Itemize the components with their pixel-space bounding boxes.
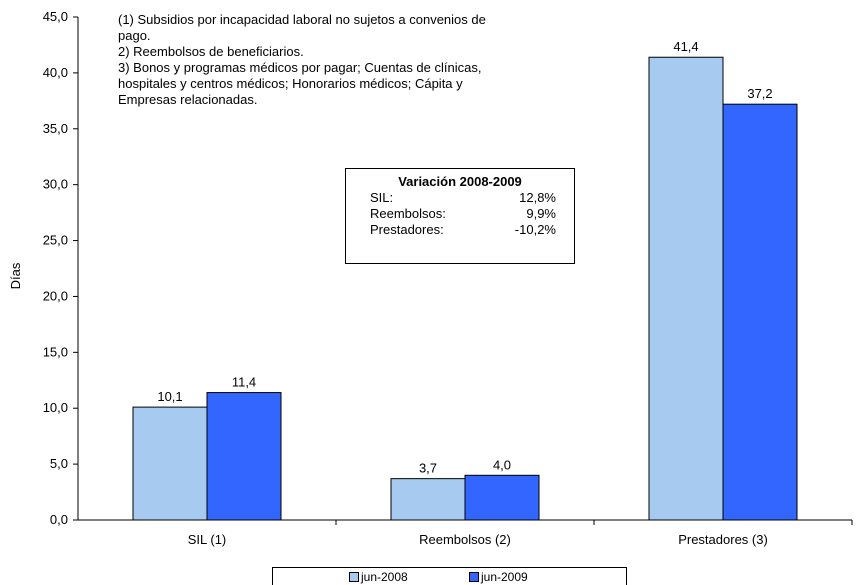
variation-value: 12,8% [519, 190, 556, 205]
legend-item-2008: jun-2008 [349, 570, 408, 584]
variation-row-prestadores: Prestadores: -10,2% [346, 222, 574, 238]
data-label: 41,4 [673, 39, 698, 54]
legend-label: jun-2008 [361, 570, 408, 584]
variation-value: -10,2% [514, 222, 556, 237]
data-label: 3,7 [419, 461, 437, 476]
variation-title: Variación 2008-2009 [398, 174, 522, 189]
y-tick-label: 20,0 [43, 288, 68, 303]
footnote-2: 2) Reembolsos de beneficiarios. [118, 44, 304, 59]
legend-item-2009: jun-2009 [469, 570, 528, 584]
variation-value: 9,9% [526, 206, 556, 221]
data-label: 10,1 [157, 389, 182, 404]
y-tick-label: 35,0 [43, 121, 68, 136]
legend: jun-2008 jun-2009 [272, 567, 627, 585]
y-tick-label: 10,0 [43, 400, 68, 415]
footnote-1: (1) Subsidios por incapacidad laboral no… [118, 12, 486, 43]
variation-label: SIL: [370, 190, 394, 205]
variation-box: Variación 2008-2009 SIL: 12,8% Reembolso… [345, 168, 575, 264]
bar-jun-2009 [722, 103, 798, 521]
data-label: 4,0 [493, 457, 511, 472]
y-tick-label: 45,0 [43, 9, 68, 24]
legend-swatch [349, 572, 359, 582]
y-tick-label: 40,0 [43, 65, 68, 80]
y-tick-label: 5,0 [50, 456, 68, 471]
bar-jun-2008 [648, 56, 724, 521]
variation-row-reembolsos: Reembolsos: 9,9% [346, 206, 574, 222]
variation-label: Reembolsos: [370, 206, 446, 221]
variation-row-sil: SIL: 12,8% [346, 190, 574, 206]
bar-jun-2009 [464, 474, 540, 521]
bar-jun-2008 [390, 478, 466, 521]
legend-label: jun-2009 [481, 570, 528, 584]
y-tick-label: 15,0 [43, 344, 68, 359]
variation-label: Prestadores: [370, 222, 444, 237]
x-tick-label: Prestadores (3) [678, 532, 768, 547]
data-label: 37,2 [747, 86, 772, 101]
footnote-3: 3) Bonos y programas médicos por pagar; … [118, 60, 482, 107]
x-tick-label: Reembolsos (2) [419, 532, 511, 547]
data-label: 11,4 [232, 375, 256, 390]
bar-jun-2008 [132, 406, 208, 521]
y-tick-label: 30,0 [43, 177, 68, 192]
y-axis-label: Días [8, 262, 23, 289]
x-tick-label: SIL (1) [188, 532, 227, 547]
bar-jun-2009 [206, 392, 282, 521]
y-tick-label: 0,0 [50, 512, 68, 527]
footnotes: (1) Subsidios por incapacidad laboral no… [118, 12, 518, 108]
legend-swatch [469, 572, 479, 582]
y-tick-label: 25,0 [43, 233, 68, 248]
